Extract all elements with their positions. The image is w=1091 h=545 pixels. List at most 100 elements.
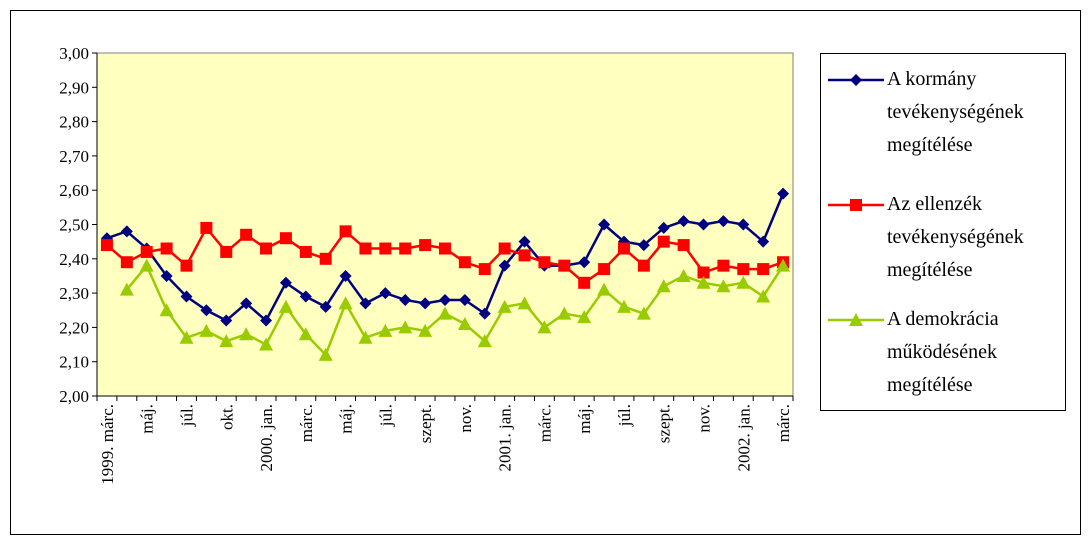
y-tick-label: 3,00 — [59, 44, 89, 63]
point — [616, 299, 631, 313]
point — [657, 221, 670, 234]
point — [657, 235, 670, 248]
point — [736, 275, 751, 289]
point — [439, 293, 451, 306]
point — [120, 225, 133, 238]
point — [849, 313, 863, 326]
point — [359, 297, 372, 310]
point — [697, 266, 710, 279]
point — [577, 310, 592, 324]
point — [298, 327, 313, 341]
point — [558, 259, 571, 272]
point — [199, 323, 214, 337]
point — [418, 323, 433, 337]
point — [717, 259, 730, 272]
point — [578, 256, 591, 269]
y-tick-label: 2,90 — [59, 78, 89, 97]
legend-label: Az ellenzék tevékenységének megítélése — [887, 193, 1024, 281]
point — [180, 290, 193, 303]
x-tick-label: nov. — [456, 404, 475, 433]
point — [677, 239, 690, 252]
point — [359, 242, 372, 255]
point — [379, 242, 392, 255]
point — [757, 235, 770, 248]
point — [518, 249, 531, 262]
point — [756, 289, 771, 303]
y-tick-label: 2,10 — [59, 353, 89, 372]
x-tick-label: szept. — [416, 404, 435, 443]
point — [557, 306, 572, 320]
point — [279, 232, 292, 245]
point — [339, 225, 352, 238]
x-tick-label: szept. — [655, 404, 674, 443]
point — [478, 307, 491, 320]
point — [676, 268, 691, 282]
legend-label: A demokrácia működésének megítélése — [887, 308, 999, 396]
point — [637, 259, 650, 272]
point — [159, 303, 174, 317]
point — [219, 334, 234, 348]
y-tick-label: 2,20 — [59, 318, 89, 337]
point — [478, 263, 491, 276]
x-tick-label: máj. — [337, 404, 356, 434]
point — [200, 304, 213, 317]
point — [299, 245, 312, 258]
point — [160, 269, 173, 282]
point — [278, 299, 293, 313]
point — [737, 263, 750, 276]
point — [160, 242, 173, 255]
x-tick-label: máj. — [138, 404, 157, 434]
y-tick-label: 2,60 — [59, 181, 89, 200]
point — [617, 242, 630, 255]
point — [777, 187, 790, 200]
point — [458, 293, 471, 306]
x-tick-label: júl. — [177, 404, 196, 427]
point — [140, 245, 153, 258]
point — [656, 279, 671, 293]
x-tick-label: 2000. jan. — [257, 404, 276, 472]
point — [120, 256, 133, 269]
point — [338, 296, 353, 310]
point — [399, 242, 412, 255]
point — [637, 239, 650, 252]
point — [717, 215, 730, 228]
point — [279, 276, 292, 289]
point — [398, 320, 413, 334]
point — [379, 287, 392, 300]
x-tick-label: márc. — [774, 404, 793, 442]
point — [299, 290, 312, 303]
point — [259, 337, 274, 351]
point — [518, 235, 531, 248]
x-tick-label: 2002. jan. — [734, 404, 753, 472]
point — [737, 218, 750, 231]
point — [538, 256, 551, 269]
point — [776, 258, 791, 272]
y-tick-label: 2,30 — [59, 284, 89, 303]
y-tick-label: 2,00 — [59, 387, 89, 406]
point — [757, 263, 770, 276]
point — [696, 275, 711, 289]
point — [636, 306, 651, 320]
point — [180, 259, 193, 272]
point — [240, 297, 253, 310]
point — [598, 218, 611, 231]
point — [419, 239, 432, 252]
point — [458, 256, 471, 269]
x-tick-label: okt. — [217, 404, 236, 430]
y-tick-label: 2,50 — [59, 216, 89, 235]
point — [439, 242, 451, 255]
point — [438, 306, 452, 320]
point — [477, 334, 492, 348]
point — [260, 242, 273, 255]
x-tick-label: máj. — [575, 404, 594, 434]
point — [419, 297, 432, 310]
point — [378, 323, 393, 337]
point — [139, 258, 154, 272]
point — [240, 228, 253, 241]
point — [578, 276, 591, 289]
point — [220, 314, 233, 327]
legend-box — [820, 53, 1066, 411]
x-tick-label: nov. — [695, 404, 714, 433]
